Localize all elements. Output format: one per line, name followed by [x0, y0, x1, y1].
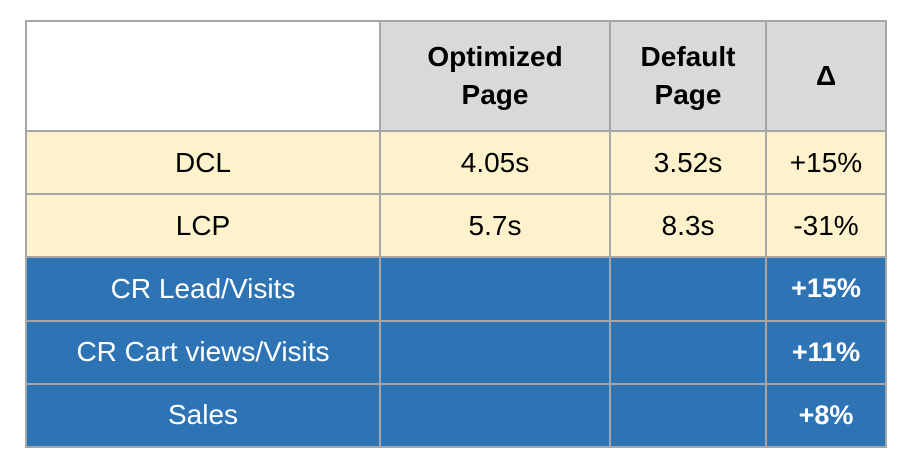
- default-value-cell: [609, 256, 767, 322]
- table-row-cr-lead-visits: CR Lead/Visits +15%: [25, 256, 887, 322]
- optimized-value-cell: [379, 382, 611, 449]
- table-row-sales: Sales +8%: [25, 382, 887, 449]
- table-row-dcl: DCL 4.05s 3.52s +15%: [25, 129, 887, 196]
- row-label-cell: DCL: [25, 129, 381, 196]
- header-row: Optimized Page Default Page Δ: [25, 20, 887, 132]
- default-value-cell: 8.3s: [609, 193, 767, 259]
- comparison-table-container: Optimized Page Default Page Δ DCL 4.05s …: [25, 20, 887, 449]
- delta-value-cell: +8%: [765, 382, 887, 449]
- delta-value-cell: +11%: [765, 319, 887, 385]
- header-cell-delta: Δ: [765, 20, 887, 132]
- table-row-lcp: LCP 5.7s 8.3s -31%: [25, 193, 887, 259]
- default-value-cell: 3.52s: [609, 129, 767, 196]
- row-label-cell: CR Lead/Visits: [25, 256, 381, 322]
- page-performance-comparison-table: Optimized Page Default Page Δ DCL 4.05s …: [25, 20, 887, 449]
- default-value-cell: [609, 319, 767, 385]
- optimized-value-cell: [379, 256, 611, 322]
- table-row-cr-cart-views-visits: CR Cart views/Visits +11%: [25, 319, 887, 385]
- delta-value-cell: -31%: [765, 193, 887, 259]
- optimized-value-cell: [379, 319, 611, 385]
- header-cell-default-page: Default Page: [609, 20, 767, 132]
- default-value-cell: [609, 382, 767, 449]
- optimized-value-cell: 5.7s: [379, 193, 611, 259]
- header-corner-cell: [25, 20, 381, 132]
- delta-value-cell: +15%: [765, 256, 887, 322]
- row-label-cell: CR Cart views/Visits: [25, 319, 381, 385]
- row-label-cell: LCP: [25, 193, 381, 259]
- optimized-value-cell: 4.05s: [379, 129, 611, 196]
- delta-value-cell: +15%: [765, 129, 887, 196]
- row-label-cell: Sales: [25, 382, 381, 449]
- header-cell-optimized-page: Optimized Page: [379, 20, 611, 132]
